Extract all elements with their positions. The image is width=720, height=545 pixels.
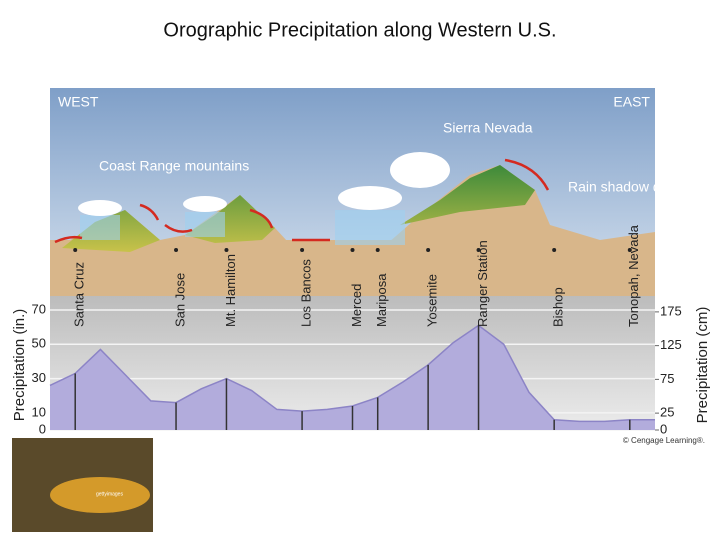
- annotation: WEST: [58, 94, 99, 110]
- y-tick-label: 10: [32, 404, 46, 419]
- wind-arrows: [54, 158, 550, 244]
- station-label: Los Bancos: [299, 259, 314, 327]
- y-tick-label: 30: [32, 370, 46, 385]
- station-dot: [224, 248, 229, 252]
- y2-axis-label: Precipitation (cm): [694, 307, 711, 424]
- cloud: [390, 152, 450, 188]
- station-dot: [552, 248, 557, 252]
- annotation: Sierra Nevada: [443, 120, 533, 136]
- station-dot: [350, 248, 355, 252]
- station-dot: [73, 248, 78, 252]
- annotation: Rain shadow desert: [568, 179, 692, 195]
- annotation: EAST: [613, 94, 650, 110]
- y2-tick-label: 125: [660, 337, 682, 352]
- station-label: Merced: [349, 284, 364, 327]
- y-tick-label: 0: [39, 421, 46, 436]
- station-label: Santa Cruz: [72, 262, 87, 327]
- annotation: Coast Range mountains: [99, 158, 249, 174]
- station-dot: [426, 248, 431, 252]
- station-label: Mt. Hamilton: [223, 254, 238, 327]
- cloud: [183, 196, 227, 212]
- rain: [80, 215, 120, 240]
- credit: © Cengage Learning®.: [623, 436, 705, 445]
- cloud: [78, 200, 122, 216]
- y-tick-label: 50: [32, 336, 46, 351]
- station-dot: [375, 248, 380, 252]
- station-dot: [627, 248, 632, 252]
- precipitation-area: [50, 325, 655, 430]
- mountains: [62, 165, 535, 252]
- snail: [50, 477, 150, 513]
- station-label: San Jose: [172, 273, 187, 327]
- station-dot: [174, 248, 179, 252]
- cloud: [338, 186, 402, 210]
- y-tick-label: 70: [32, 301, 46, 316]
- y2-tick-label: 175: [660, 303, 682, 318]
- photo-watermark: gettyimages: [96, 491, 123, 497]
- station-dot: [300, 248, 305, 252]
- y2-tick-label: 25: [660, 405, 674, 420]
- station-dot: [476, 248, 481, 252]
- rain: [335, 210, 405, 245]
- y-axis-label: Precipitation (in.): [11, 309, 28, 422]
- station-label: Mariposa: [374, 273, 389, 327]
- rain: [185, 212, 225, 237]
- station-label: Tonopah, Nevada: [626, 224, 641, 327]
- station-label: Bishop: [551, 287, 566, 327]
- station-label: Ranger Station: [475, 240, 490, 327]
- plot: [49, 309, 655, 431]
- station-label: Yosemite: [425, 274, 440, 327]
- y2-tick-label: 0: [660, 421, 667, 436]
- y2-tick-label: 75: [660, 371, 674, 386]
- slide-title: Orographic Precipitation along Western U…: [163, 19, 556, 41]
